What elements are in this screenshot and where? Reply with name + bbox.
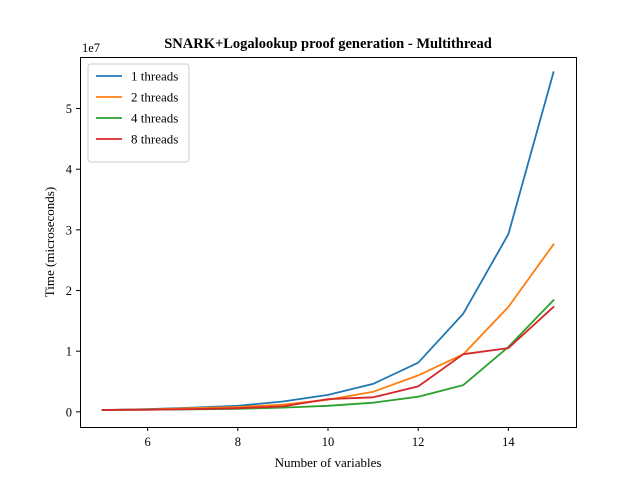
series-line-2 [101, 243, 555, 411]
legend: 1 threads 2 threads 4 threads 8 threads [87, 63, 190, 163]
x-tick-label: 10 [322, 435, 335, 449]
x-axis: 6 8 10 12 14 [145, 427, 515, 449]
legend-box [87, 63, 190, 163]
x-tick-label: 6 [145, 435, 151, 449]
y-tick-label: 4 [66, 163, 73, 177]
y-tick-label: 5 [66, 102, 72, 116]
legend-entry: 2 threads [131, 90, 178, 105]
legend-entry: 8 threads [131, 132, 178, 147]
x-tick-label: 12 [412, 435, 425, 449]
plot-area [101, 71, 555, 411]
x-tick-label: 14 [502, 435, 515, 449]
y-axis: 0 1 2 3 4 5 [66, 102, 80, 419]
x-tick-label: 8 [235, 435, 241, 449]
series-line-3 [101, 298, 555, 411]
y-offset-label: 1e7 [82, 41, 100, 55]
series-line-4 [101, 305, 555, 411]
chart-title: SNARK+Logalookup proof generation - Mult… [164, 36, 492, 52]
y-tick-label: 1 [66, 345, 72, 359]
legend-entry: 1 threads [131, 69, 178, 84]
y-tick-label: 2 [66, 284, 72, 298]
y-axis-label: Time (microseconds) [42, 187, 57, 297]
x-axis-label: Number of variables [275, 455, 382, 470]
y-tick-label: 3 [66, 223, 72, 237]
y-tick-label: 0 [66, 405, 72, 419]
legend-entry: 4 threads [131, 111, 178, 126]
